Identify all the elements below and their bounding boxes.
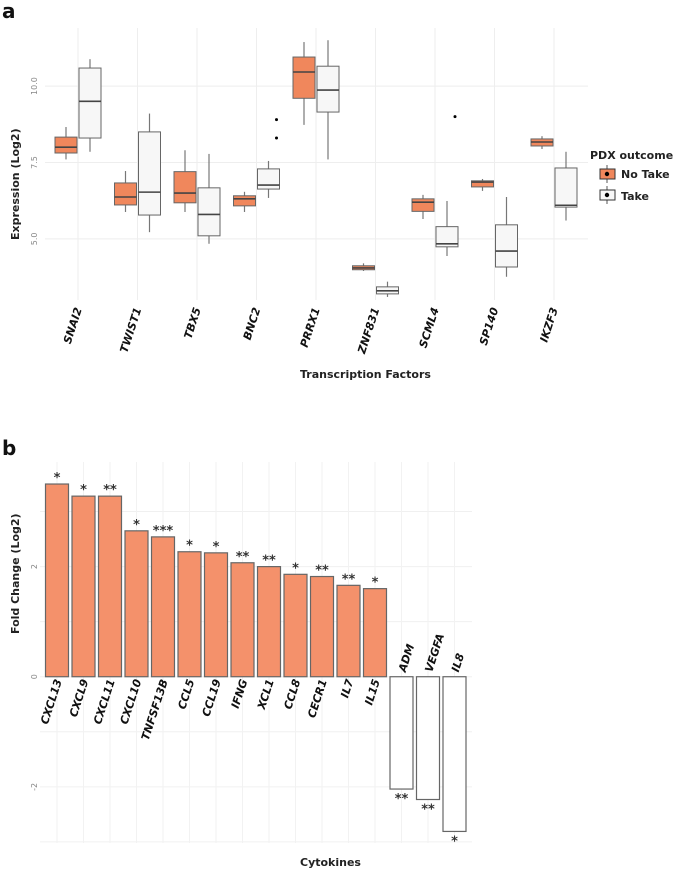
y-tick-label: -2 (30, 783, 39, 791)
legend-key-take (599, 186, 616, 204)
box (471, 180, 494, 188)
x-tick-label: ADM (396, 642, 418, 674)
significance-label: * (80, 483, 87, 498)
y-axis-title-b: Fold Change (Log2) (9, 513, 22, 634)
significance-label: ** (315, 564, 329, 579)
x-tick-label: IL15 (362, 677, 383, 706)
x-tick-label: IFNG (229, 678, 251, 710)
significance-label: ** (342, 572, 356, 587)
outlier-point (275, 136, 278, 140)
x-axis-title-a: Transcription Factors (300, 368, 431, 381)
panel-label-a: a (2, 0, 16, 23)
box (316, 65, 340, 113)
x-tick-label: CXCL13 (38, 677, 65, 726)
significance-label: ** (236, 550, 250, 565)
bar (309, 575, 335, 678)
significance-label: *** (153, 524, 174, 539)
bar (389, 676, 414, 790)
box (114, 182, 137, 206)
bar (336, 584, 361, 678)
bar (203, 552, 229, 678)
legend: PDX outcome No Take Take (590, 149, 673, 204)
legend-label-no-take: No Take (621, 168, 670, 181)
bar (71, 495, 96, 678)
x-tick-label: CCL8 (281, 677, 303, 711)
x-tick-label: IL7 (338, 677, 356, 699)
bar (283, 573, 308, 678)
significance-label: * (54, 471, 61, 486)
significance-label: * (372, 576, 379, 591)
x-tick-label: CXCL10 (118, 677, 145, 726)
panel-label-b: b (2, 436, 16, 460)
x-tick-label: IKZF3 (537, 306, 561, 344)
box (435, 226, 459, 248)
x-tick-label: IL8 (449, 651, 467, 673)
x-tick-label: BNC2 (241, 306, 264, 342)
x-tick-label: ZNF831 (355, 306, 382, 356)
x-tick-label: TBX5 (182, 306, 204, 341)
legend-key-no-take (599, 165, 616, 183)
legend-title: PDX outcome (590, 149, 673, 162)
bar (415, 676, 441, 801)
x-tick-label: PRRX1 (298, 306, 323, 349)
bar (44, 483, 70, 678)
legend-label-take: Take (621, 190, 649, 203)
x-tick-label: CECR1 (305, 678, 330, 720)
box (233, 195, 256, 207)
box (138, 131, 161, 216)
y-tick-label: 10.0 (30, 77, 39, 95)
significance-label: ** (262, 554, 276, 569)
x-tick-label: SNAI2 (61, 306, 85, 346)
outlier-point (453, 115, 457, 119)
box (54, 136, 78, 154)
y-tick-label: 2 (30, 564, 39, 569)
box (173, 171, 197, 204)
box (197, 187, 221, 237)
y-axis-title-a: Expression (Log2) (9, 128, 22, 240)
significance-label: * (133, 518, 140, 533)
significance-label: ** (421, 803, 435, 818)
box (554, 167, 578, 208)
significance-label: * (213, 540, 220, 555)
x-tick-label: XCL1 (255, 678, 277, 712)
bar (124, 530, 149, 678)
significance-label: * (451, 834, 458, 849)
x-tick-label: CXCL11 (91, 678, 118, 726)
significance-label: * (186, 539, 193, 554)
x-tick-label: CXCL9 (67, 677, 91, 718)
x-tick-label: CCL5 (175, 677, 197, 711)
significance-label: * (292, 561, 299, 576)
bar (256, 566, 282, 678)
y-tick-label: 0 (30, 674, 39, 679)
x-tick-label: VEGFA (422, 632, 447, 674)
barchart-panel: -202*CXCL13*CXCL9**CXCL11*CXCL10***TNFSF… (30, 462, 472, 849)
significance-label: ** (395, 792, 409, 807)
boxplot-panel: 5.0 7.5 10.0 SNAI2 TWIST1 TBX5 BNC2 PRRX1 ZNF831… (30, 28, 588, 356)
box (292, 56, 316, 99)
box (411, 198, 435, 212)
y-tick-label: 7.5 (30, 156, 39, 169)
x-axis-title-b: Cytokines (300, 856, 361, 869)
box (495, 224, 518, 268)
x-tick-label: CCL19 (200, 677, 224, 718)
bar (230, 562, 255, 678)
box (78, 67, 102, 139)
box (257, 168, 280, 190)
y-tick-label: 5.0 (30, 233, 39, 246)
outlier-point (275, 118, 278, 122)
bar (150, 536, 176, 678)
bar (442, 676, 467, 833)
bar (177, 551, 202, 678)
x-tick-label: SCML4 (417, 306, 442, 350)
x-tick-label: TWIST1 (118, 306, 145, 355)
bar (362, 588, 388, 678)
significance-label: ** (103, 483, 117, 498)
x-tick-label: SP140 (477, 306, 502, 347)
bar (97, 495, 123, 678)
